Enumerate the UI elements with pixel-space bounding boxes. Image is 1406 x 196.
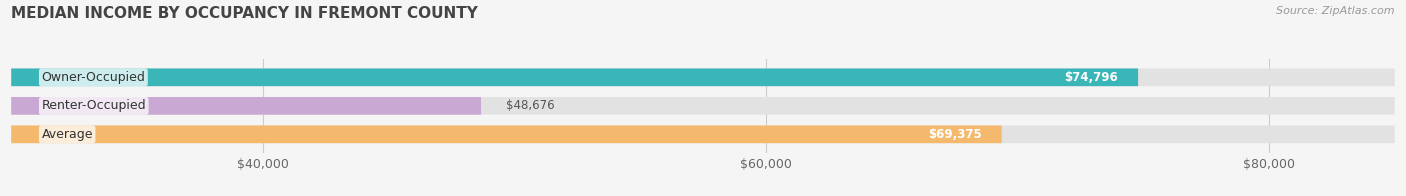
- Text: Average: Average: [41, 128, 93, 141]
- FancyBboxPatch shape: [11, 68, 1137, 86]
- FancyBboxPatch shape: [11, 125, 1001, 143]
- FancyBboxPatch shape: [11, 97, 1395, 115]
- FancyBboxPatch shape: [11, 97, 481, 115]
- FancyBboxPatch shape: [11, 68, 1395, 86]
- Text: $69,375: $69,375: [928, 128, 981, 141]
- Text: Owner-Occupied: Owner-Occupied: [41, 71, 145, 84]
- Text: $74,796: $74,796: [1064, 71, 1118, 84]
- FancyBboxPatch shape: [11, 125, 1395, 143]
- Text: Source: ZipAtlas.com: Source: ZipAtlas.com: [1277, 6, 1395, 16]
- Text: Renter-Occupied: Renter-Occupied: [41, 99, 146, 112]
- Text: $48,676: $48,676: [506, 99, 555, 112]
- Text: MEDIAN INCOME BY OCCUPANCY IN FREMONT COUNTY: MEDIAN INCOME BY OCCUPANCY IN FREMONT CO…: [11, 6, 478, 21]
